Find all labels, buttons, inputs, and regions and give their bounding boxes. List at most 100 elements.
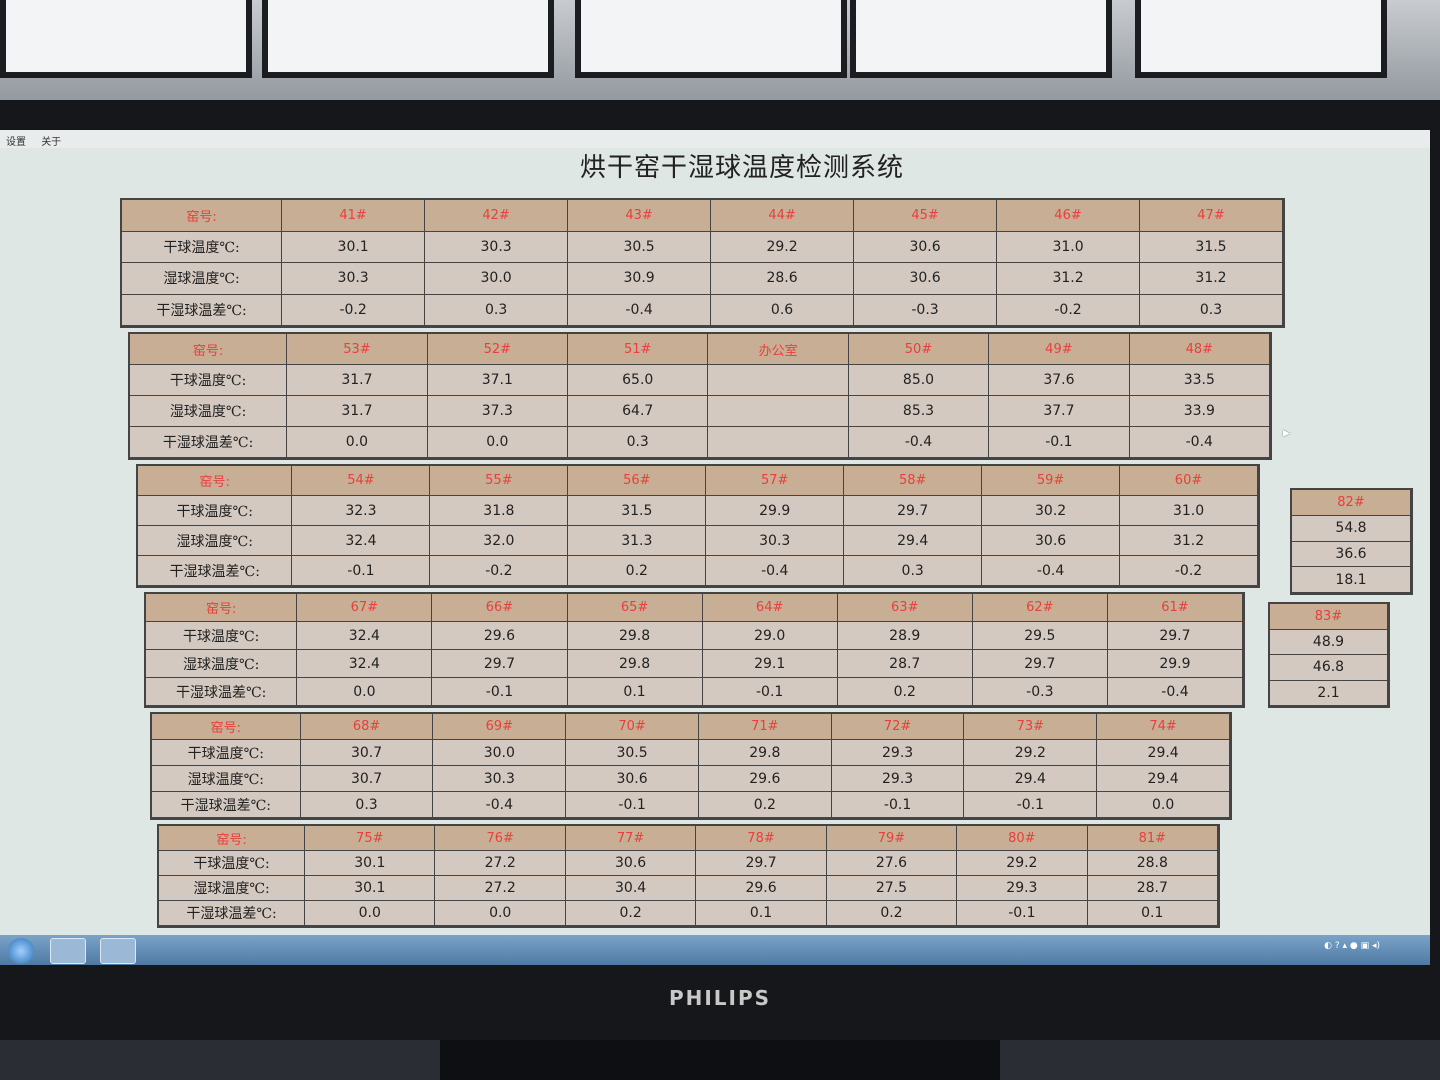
kiln-wet-value: 30.6 [566, 766, 699, 792]
kiln-name: 50# [848, 334, 990, 365]
kiln-name: 办公室 [708, 334, 849, 365]
kiln-dry-value: 29.9 [706, 496, 845, 526]
kiln-dry-value: 29.6 [432, 622, 568, 650]
kiln-diff-value: -0.4 [568, 294, 712, 326]
taskbar-app-icon[interactable] [100, 938, 136, 964]
kiln-diff-value: 0.0 [427, 427, 569, 458]
row-label-dry: 干球温度℃: [152, 740, 301, 766]
kiln-dry-value: 30.2 [982, 496, 1121, 526]
kiln-wet-value: 28.6 [711, 263, 855, 295]
kiln-wet-value: 31.2 [997, 263, 1141, 295]
kiln-wet-value: 30.6 [982, 526, 1121, 556]
kiln-diff-value: 0.2 [837, 678, 973, 706]
kiln-wet-value: 29.1 [702, 650, 838, 678]
kiln-name: 67# [297, 594, 433, 622]
kiln-wet-value: 29.4 [1097, 766, 1230, 792]
row-label-dry: 干球温度℃: [130, 365, 288, 396]
kiln-diff-value: -0.1 [964, 792, 1098, 818]
kiln-name: 72# [831, 714, 965, 740]
kiln-dry-value: 33.5 [1129, 365, 1270, 396]
kiln-dry-value [708, 365, 849, 396]
kiln-diff-value: 0.2 [568, 556, 707, 586]
start-button[interactable] [8, 938, 34, 964]
kiln-dry-value: 32.4 [297, 622, 433, 650]
kiln-wet-value: 27.2 [435, 876, 566, 901]
row-label-dry: 干球温度℃: [159, 851, 306, 876]
kiln-dry-value: 29.4 [1097, 740, 1230, 766]
side-kiln-block: 83# 48.9 46.8 2.1 [1268, 602, 1390, 708]
background-monitor [1135, 0, 1387, 78]
kiln-name: 61# [1107, 594, 1243, 622]
row-label-dry: 干球温度℃: [138, 496, 293, 526]
row-label-header: 窑号: [159, 826, 306, 851]
row-label-dry: 干球温度℃: [122, 231, 283, 263]
background-monitor [575, 0, 847, 78]
kiln-wet-value: 31.7 [287, 396, 428, 427]
kiln-diff-value: 2.1 [1270, 680, 1388, 706]
kiln-wet-value: 29.6 [698, 766, 832, 792]
taskbar-explorer-icon[interactable] [50, 938, 86, 964]
kiln-dry-value: 85.0 [848, 365, 990, 396]
row-label-dry: 干球温度℃: [146, 622, 298, 650]
row-label-diff: 干湿球温差℃: [152, 792, 301, 818]
row-label-header: 窑号: [146, 594, 298, 622]
kiln-wet-value: 29.9 [1107, 650, 1243, 678]
kiln-wet-value: 33.9 [1129, 396, 1270, 427]
kiln-name: 74# [1097, 714, 1230, 740]
row-label-wet: 湿球温度℃: [122, 263, 283, 295]
kiln-wet-value: 30.7 [300, 766, 434, 792]
row-label-diff: 干湿球温差℃: [146, 678, 298, 706]
kiln-diff-value: -0.1 [292, 556, 431, 586]
kiln-diff-value: 0.2 [698, 792, 832, 818]
kiln-table-block: 窑号: 53# 52# 51# 办公室 50# 49# 48# 干球温度℃: 31.7 37.1 65… [128, 332, 1272, 460]
kiln-wet-value: 64.7 [568, 396, 709, 427]
kiln-wet-value: 28.7 [837, 650, 973, 678]
row-label-wet: 湿球温度℃: [159, 876, 306, 901]
kiln-diff-value: -0.4 [1107, 678, 1243, 706]
kiln-dry-value: 30.3 [425, 231, 569, 263]
kiln-diff-value: 0.3 [300, 792, 434, 818]
kiln-dry-value: 30.5 [566, 740, 699, 766]
kiln-wet-value: 30.3 [282, 263, 426, 295]
kiln-dry-value: 30.7 [300, 740, 434, 766]
kiln-dry-value: 31.8 [430, 496, 569, 526]
kiln-diff-value: 0.0 [1097, 792, 1230, 818]
row-label-header: 窑号: [130, 334, 288, 365]
kiln-diff-value: 0.3 [844, 556, 983, 586]
kiln-name: 54# [292, 466, 431, 496]
kiln-dry-value: 54.8 [1292, 515, 1411, 542]
kiln-name: 52# [427, 334, 569, 365]
kiln-name: 70# [566, 714, 699, 740]
kiln-diff-value: 0.3 [1140, 294, 1283, 326]
kiln-name: 48# [1129, 334, 1270, 365]
kiln-wet-value: 29.3 [831, 766, 965, 792]
kiln-dry-value: 31.0 [1120, 496, 1258, 526]
kiln-wet-value: 29.3 [957, 876, 1088, 901]
kiln-dry-value: 37.1 [427, 365, 569, 396]
monitor-stand [440, 1040, 1000, 1080]
kiln-name: 57# [706, 466, 845, 496]
clock[interactable] [1419, 937, 1422, 949]
kiln-diff-value: -0.4 [982, 556, 1121, 586]
taskbar: ◐ ? ▴ ● ▣ ◂) [0, 935, 1430, 965]
kiln-wet-value: 29.8 [567, 650, 703, 678]
menu-settings[interactable]: 设置 [6, 137, 26, 148]
kiln-name: 78# [696, 826, 827, 851]
kiln-wet-value: 29.7 [972, 650, 1108, 678]
row-label-diff: 干湿球温差℃: [138, 556, 293, 586]
kiln-dry-value: 29.7 [844, 496, 983, 526]
kiln-dry-value: 29.0 [702, 622, 838, 650]
kiln-wet-value: 30.4 [565, 876, 697, 901]
background-wall [0, 0, 1440, 120]
menu-about[interactable]: 关于 [41, 137, 62, 148]
kiln-diff-value: 0.3 [568, 427, 709, 458]
kiln-dry-value: 30.6 [565, 851, 697, 876]
kiln-name: 83# [1270, 604, 1388, 630]
kiln-dry-value: 30.1 [305, 851, 436, 876]
kiln-diff-value: -0.1 [432, 678, 568, 706]
kiln-diff-value: -0.4 [433, 792, 567, 818]
system-tray[interactable]: ◐ ? ▴ ● ▣ ◂) [1324, 941, 1380, 951]
kiln-diff-value: -0.4 [1129, 427, 1270, 458]
kiln-diff-value: 0.1 [567, 678, 703, 706]
kiln-wet-value: 27.5 [826, 876, 958, 901]
